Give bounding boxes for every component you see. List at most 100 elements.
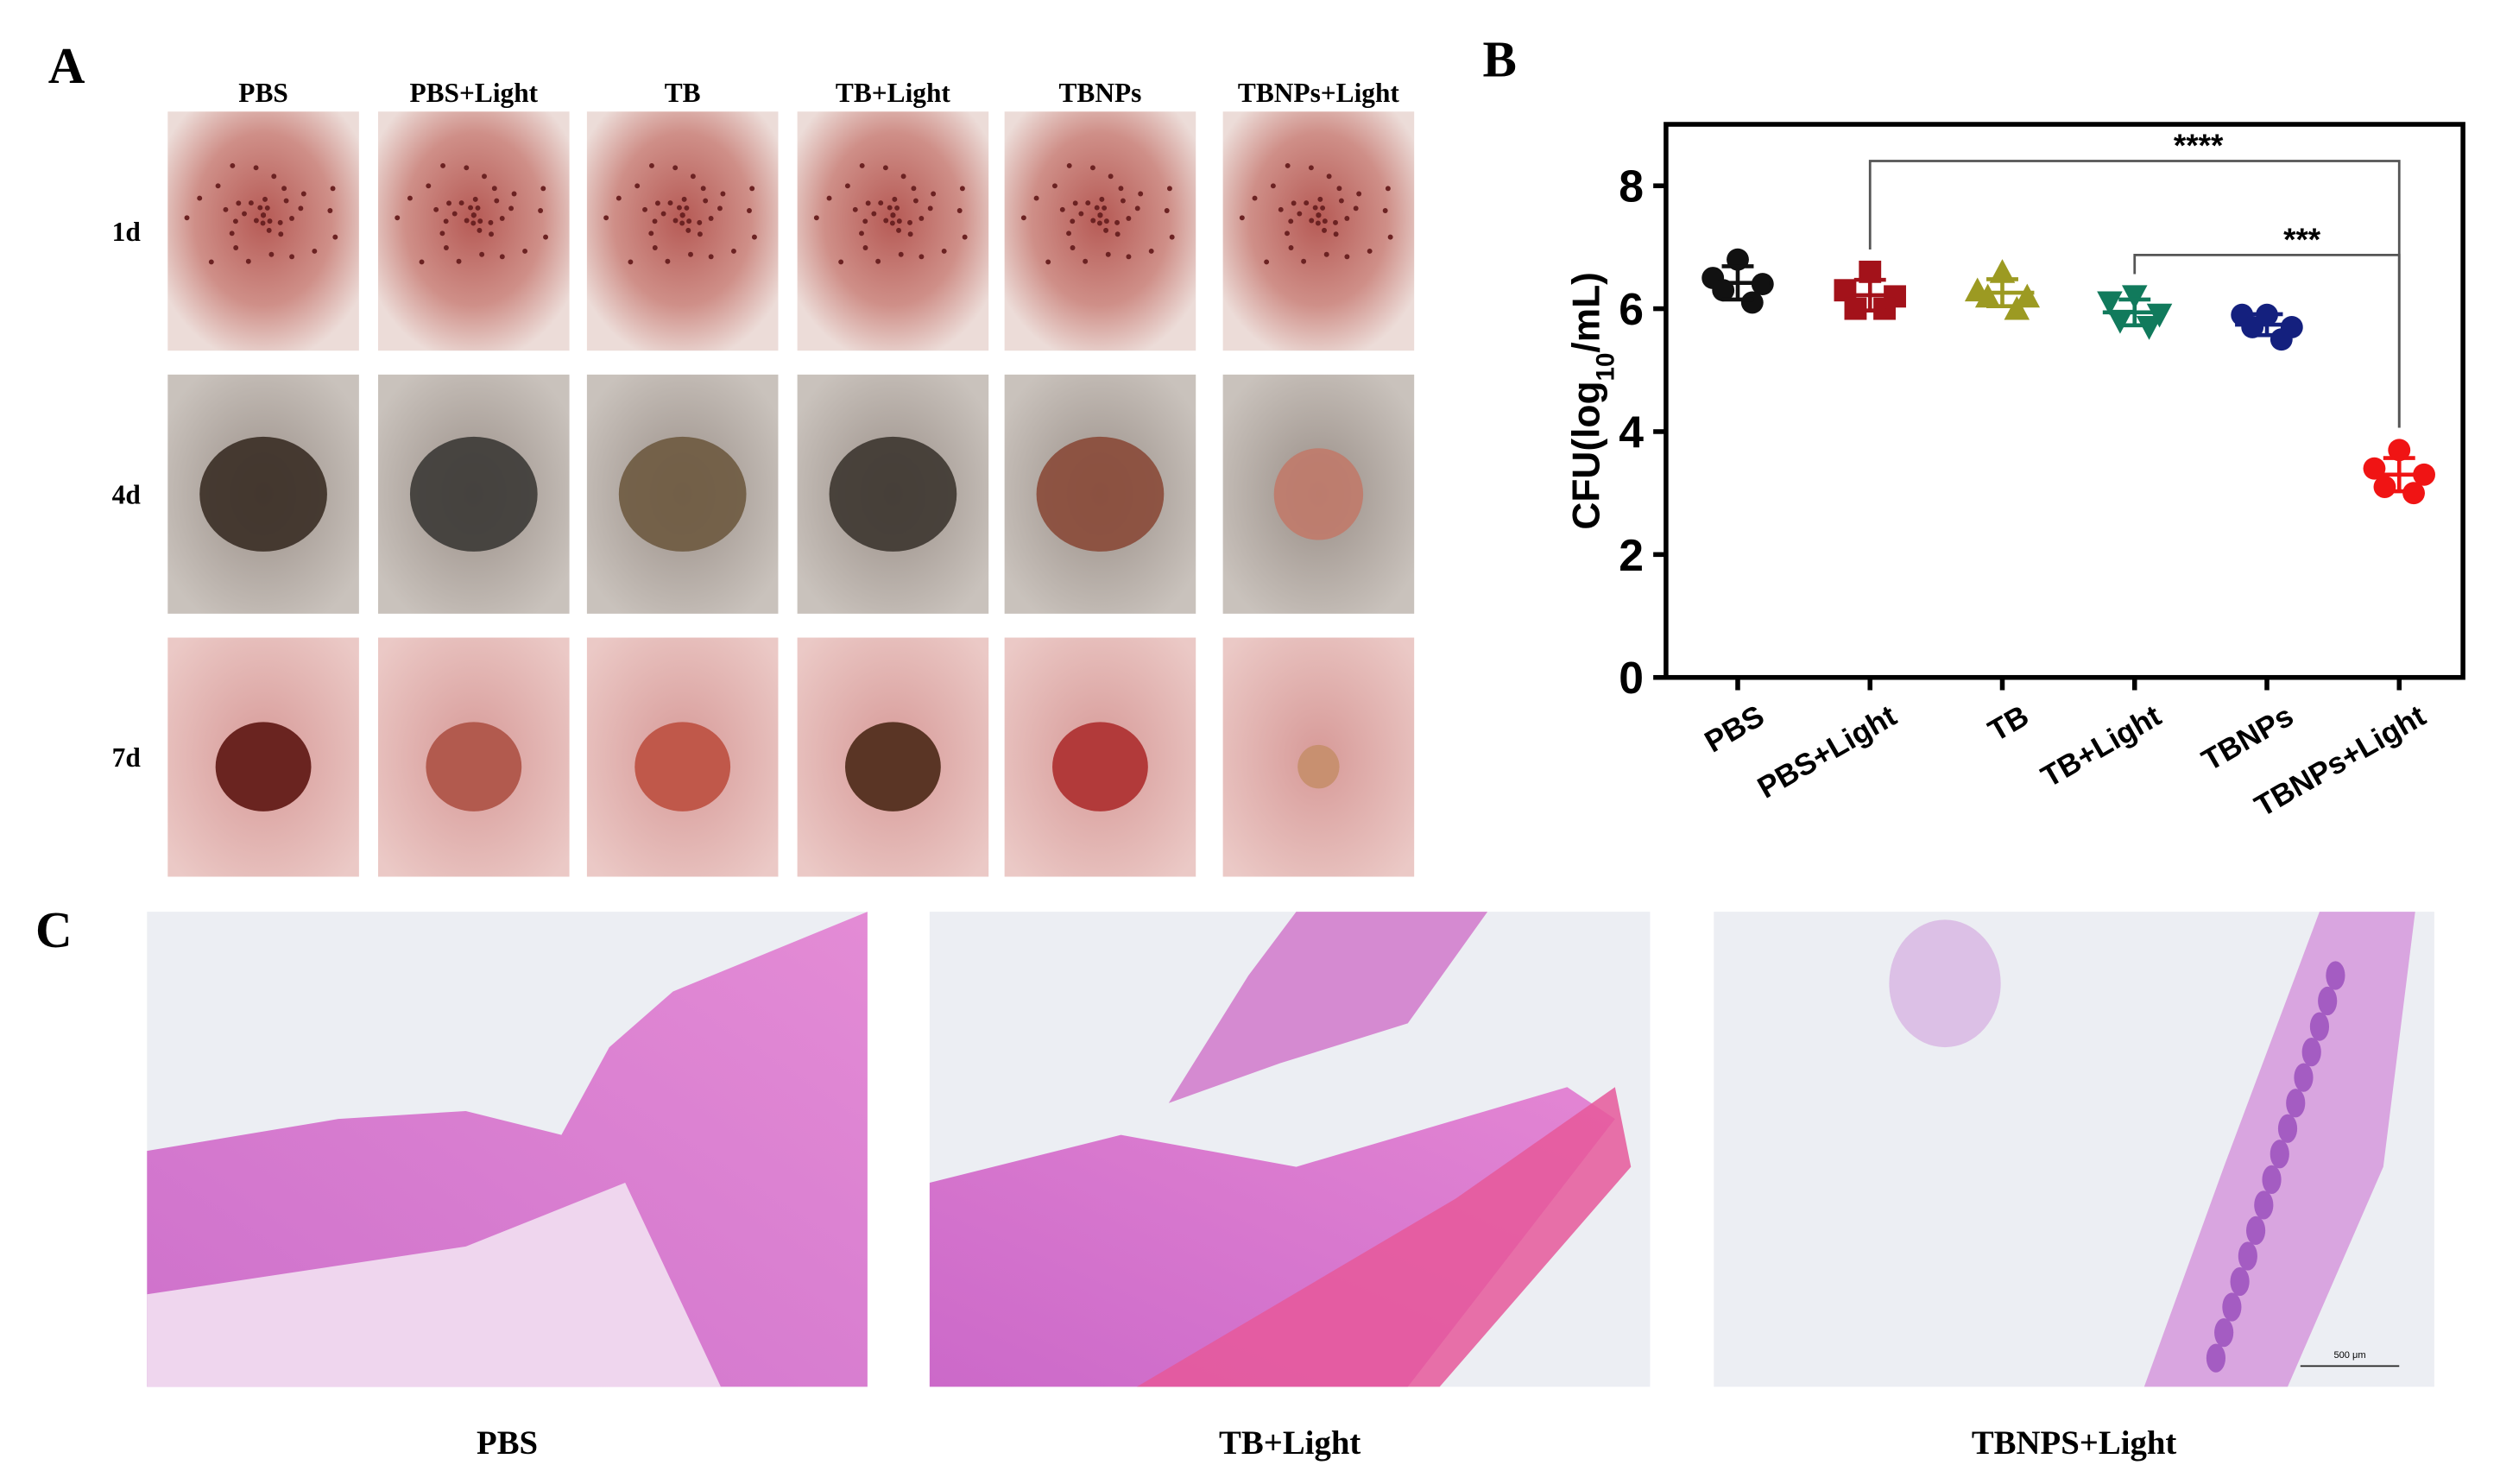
follicle	[2214, 1317, 2234, 1348]
scab-dot	[266, 227, 272, 233]
scab-dot	[1166, 186, 1172, 192]
scab-dot	[451, 211, 458, 217]
scab-dot	[690, 174, 696, 180]
scab-dot	[439, 230, 445, 237]
scab-dot	[642, 206, 648, 212]
y-axis-label-part: CFU(log	[1565, 381, 1607, 529]
scab-dot	[1097, 212, 1103, 218]
y-tick-label: 8	[1619, 161, 1644, 212]
scab-dot	[859, 162, 865, 168]
scab-dot	[1326, 174, 1332, 180]
scab-dot	[1099, 196, 1105, 202]
scab-dot	[684, 205, 690, 211]
scab-dot	[1070, 218, 1076, 224]
scab-dot	[208, 259, 214, 265]
scab-dot	[813, 215, 819, 221]
scab-dot	[708, 216, 714, 221]
scab-dot	[919, 216, 925, 221]
scab-dot	[708, 254, 714, 260]
scab-dot	[941, 248, 947, 254]
scab-dot	[1089, 165, 1095, 171]
x-tick-label: TBNPs	[2196, 699, 2299, 778]
wound	[845, 722, 941, 811]
scab-dot	[472, 196, 478, 202]
y-axis-label-part: /mL)	[1565, 272, 1607, 353]
scab-dot	[1072, 200, 1078, 206]
wound-photo	[378, 637, 570, 877]
scab-dot	[540, 186, 546, 192]
wound-photo	[797, 374, 989, 614]
wound-photo	[1222, 111, 1415, 351]
scab-dot	[260, 220, 266, 226]
wound	[1297, 744, 1340, 789]
data-point	[1740, 291, 1764, 314]
scab-dot	[475, 205, 481, 211]
scab-dot	[1316, 212, 1322, 218]
follicle	[2286, 1089, 2306, 1118]
scab-dot	[665, 258, 671, 264]
scab-dot	[1291, 200, 1297, 206]
wound	[618, 436, 747, 552]
scab-dot	[470, 212, 477, 218]
scab-dot	[1059, 206, 1065, 212]
scab-dot	[927, 205, 933, 212]
scab-dot	[896, 218, 902, 224]
panel-label: A	[48, 37, 85, 94]
scab-dot	[667, 200, 673, 206]
follicle	[2326, 961, 2345, 990]
column-label: PBS+Light	[409, 78, 538, 108]
scab-dot	[859, 230, 864, 237]
scale-bar-label: 500 μm	[2333, 1350, 2365, 1361]
scab-dot	[688, 251, 693, 257]
scab-dot	[1387, 234, 1393, 240]
scab-dot	[446, 200, 452, 206]
scab-dot	[749, 186, 755, 192]
scab-dot	[697, 231, 703, 237]
follicle	[2318, 986, 2338, 1016]
scab-dot	[511, 191, 517, 197]
scab-dot	[489, 231, 494, 237]
scab-dot	[298, 205, 304, 212]
scab-dot	[1278, 206, 1284, 212]
scab-dot	[242, 211, 247, 217]
scab-dot	[912, 198, 919, 204]
scab-dot	[717, 205, 723, 212]
scab-dot	[281, 186, 287, 192]
photo-background	[1222, 111, 1415, 351]
scab-dot	[1312, 205, 1318, 211]
scab-dot	[330, 186, 336, 192]
scab-dot	[826, 195, 832, 201]
scab-dot	[681, 196, 687, 202]
scab-dot	[956, 208, 963, 213]
scab-dot	[477, 218, 483, 224]
scab-dot	[538, 208, 544, 213]
scab-dot	[494, 198, 500, 204]
scab-dot	[482, 174, 487, 180]
scab-dot	[1367, 248, 1373, 254]
scab-dot	[720, 191, 726, 197]
scab-dot	[878, 200, 884, 206]
histology-image	[929, 912, 1651, 1387]
scab-dot	[253, 218, 259, 224]
scab-dot	[468, 205, 474, 211]
scab-dot	[1382, 208, 1388, 213]
scab-dot	[232, 218, 238, 224]
scab-dot	[1118, 186, 1124, 192]
data-point	[2241, 316, 2264, 338]
follicle	[2238, 1241, 2257, 1271]
wound	[829, 436, 957, 552]
scab-dot	[1304, 200, 1310, 206]
scab-dot	[395, 215, 401, 221]
scab-dot	[312, 248, 318, 254]
scab-dot	[1323, 251, 1329, 257]
scab-dot	[1288, 245, 1294, 250]
scab-dot	[443, 245, 449, 250]
scab-dot	[253, 165, 259, 171]
scab-dot	[443, 218, 449, 224]
scab-dot	[616, 195, 622, 201]
scab-dot	[844, 183, 850, 189]
data-point	[2373, 476, 2396, 498]
scab-dot	[283, 198, 289, 204]
follicle	[2270, 1140, 2289, 1169]
